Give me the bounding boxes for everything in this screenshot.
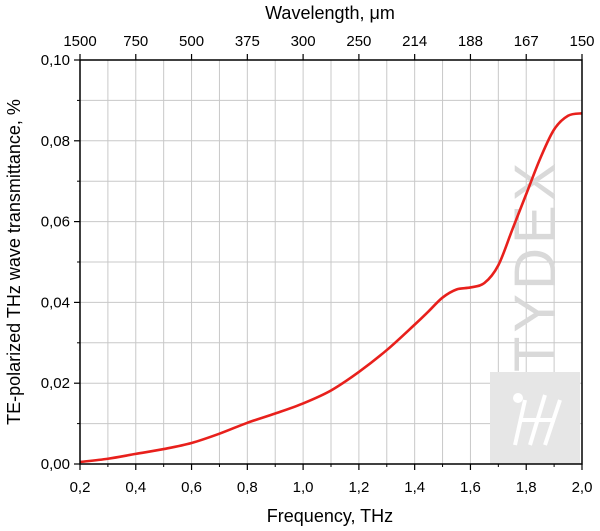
y-tick-label: 0,08 [41, 133, 70, 150]
top-tick-label: 214 [402, 33, 427, 50]
y-tick-label: 0,00 [41, 456, 70, 473]
series-layer [79, 112, 583, 464]
x-axis-title: Frequency, THz [267, 506, 393, 526]
top-tick-label: 375 [235, 33, 260, 50]
top-tick-label: 750 [123, 33, 148, 50]
x-tick-label: 0,8 [237, 479, 258, 496]
x-tick-label: 1,0 [293, 479, 314, 496]
top-tick-label: 167 [514, 33, 539, 50]
y-tick-label: 0,02 [41, 375, 70, 392]
tick-marks [74, 54, 583, 470]
y-tick-label: 0,04 [41, 294, 70, 311]
top-tick-label: 250 [346, 33, 371, 50]
watermark-text: TYDEX [503, 159, 568, 372]
x-tick-label: 0,4 [125, 479, 146, 496]
series-line [79, 112, 583, 464]
watermark-logo: TYDEX [490, 159, 580, 464]
x-tick-label: 1,2 [348, 479, 369, 496]
x-tick-label: 1,4 [404, 479, 425, 496]
top-tick-label: 150 [569, 33, 594, 50]
grid-lines [79, 59, 583, 465]
y-tick-label: 0,06 [41, 214, 70, 231]
y-tick-label: 0,10 [41, 52, 70, 69]
y-axis-title: TE-polarized THz wave transmittance, % [4, 99, 24, 425]
x-tick-label: 1,6 [460, 479, 481, 496]
x-tick-label: 2,0 [572, 479, 593, 496]
x-tick-label: 1,8 [516, 479, 537, 496]
top-tick-label: 500 [179, 33, 204, 50]
top-tick-label: 300 [291, 33, 316, 50]
watermark-emblem-icon [490, 372, 580, 464]
top-tick-label: 188 [458, 33, 483, 50]
x-tick-label: 0,2 [70, 479, 91, 496]
x-tick-label: 0,6 [181, 479, 202, 496]
tick-labels: 0,2 0,4 0,6 0,8 1,0 1,2 1,4 1,6 1,8 2,0 1500 750 500… [41, 33, 595, 496]
top-tick-label: 1500 [63, 33, 96, 50]
top-axis-title: Wavelength, μm [265, 3, 395, 23]
